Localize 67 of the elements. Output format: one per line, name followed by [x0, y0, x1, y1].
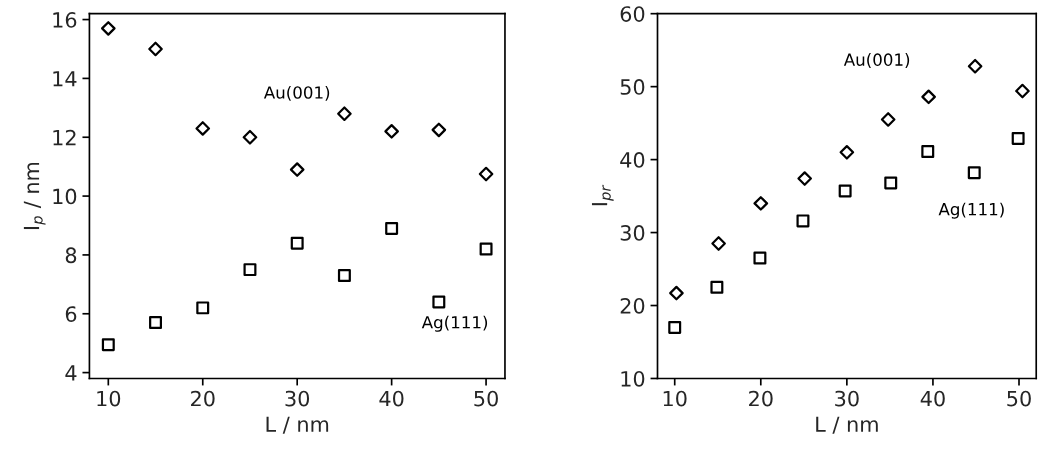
y-tick-label: 10 — [621, 370, 645, 387]
point — [289, 162, 305, 177]
series-label: Au(001) — [263, 85, 330, 101]
y-tick-label: 8 — [65, 247, 77, 264]
point — [839, 144, 855, 160]
point — [1011, 131, 1025, 145]
x-tick-label: 50 — [474, 390, 498, 407]
y-tick-label: 16 — [53, 12, 77, 28]
point — [797, 171, 813, 186]
x-axis-title: L / nm — [816, 416, 878, 434]
point — [880, 112, 896, 127]
point — [967, 58, 983, 74]
point — [711, 236, 726, 251]
y-tick-label: 6 — [65, 306, 77, 322]
y-tick-label: 20 — [620, 297, 645, 314]
x-tick-label: 10 — [663, 390, 687, 407]
point — [796, 214, 810, 228]
x-tick-label: 50 — [1007, 390, 1031, 407]
point — [753, 251, 767, 265]
point — [838, 184, 852, 198]
y-tick-label: 30 — [620, 225, 645, 241]
point — [432, 295, 446, 309]
point — [668, 320, 682, 334]
x-tick-label: 20 — [749, 390, 773, 407]
point — [967, 166, 981, 180]
point — [384, 124, 399, 139]
point — [242, 129, 258, 145]
x-tick-label: 10 — [97, 390, 121, 407]
point — [100, 21, 116, 36]
point — [337, 106, 352, 122]
point — [921, 89, 936, 105]
y-tick-label: 10 — [53, 188, 77, 205]
point — [921, 145, 935, 159]
point — [148, 41, 163, 57]
x-tick-label: 20 — [191, 390, 215, 407]
y-axis-title: I$_{p}$ / nm — [23, 162, 46, 230]
point — [479, 242, 493, 256]
y-tick-label: 60 — [620, 6, 645, 22]
point — [753, 196, 769, 211]
point — [243, 263, 257, 277]
series-label: Ag(111) — [938, 202, 1004, 219]
point — [337, 269, 351, 282]
point — [195, 121, 211, 136]
y-tick-label: 50 — [620, 79, 645, 95]
y-tick-label: 14 — [53, 71, 77, 87]
point — [290, 236, 304, 250]
series-label: Au(001) — [843, 53, 910, 68]
series-label: Ag(111) — [421, 315, 488, 332]
x-tick-label: 30 — [835, 390, 859, 407]
y-tick-label: 12 — [53, 129, 76, 146]
x-axis-title: L / nm — [266, 416, 329, 434]
y-tick-label: 40 — [620, 152, 645, 168]
point — [478, 166, 494, 182]
y-axis-title: I$_{pr}$ — [591, 184, 614, 206]
point — [149, 316, 163, 330]
point — [669, 285, 684, 301]
point — [385, 221, 399, 235]
point — [431, 122, 447, 138]
point — [1015, 83, 1030, 99]
point — [101, 338, 115, 352]
x-tick-label: 40 — [379, 390, 404, 407]
y-tick-label: 4 — [65, 365, 77, 381]
point — [884, 176, 898, 190]
point — [196, 301, 210, 315]
x-tick-label: 30 — [285, 390, 310, 407]
point — [710, 280, 724, 294]
x-tick-label: 40 — [920, 390, 945, 407]
